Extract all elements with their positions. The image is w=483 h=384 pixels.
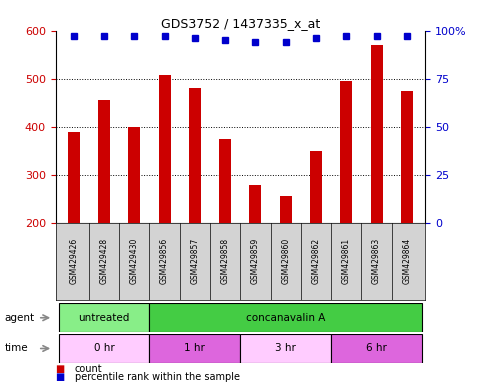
Text: count: count <box>75 364 102 374</box>
Bar <box>340 81 353 223</box>
Bar <box>280 196 292 223</box>
Text: 1 hr: 1 hr <box>185 343 205 354</box>
Text: GSM429426: GSM429426 <box>69 238 78 284</box>
Text: GSM429857: GSM429857 <box>190 238 199 284</box>
Bar <box>249 185 261 223</box>
Bar <box>219 139 231 223</box>
Bar <box>68 131 80 223</box>
Bar <box>149 303 422 332</box>
Text: GSM429430: GSM429430 <box>130 238 139 284</box>
Text: GSM429861: GSM429861 <box>342 238 351 284</box>
Text: GSM429858: GSM429858 <box>221 238 229 284</box>
Text: GSM429856: GSM429856 <box>160 238 169 284</box>
Text: percentile rank within the sample: percentile rank within the sample <box>75 372 240 382</box>
Bar <box>310 151 322 223</box>
Text: untreated: untreated <box>78 313 130 323</box>
Text: GSM429860: GSM429860 <box>281 238 290 284</box>
Bar <box>98 100 110 223</box>
Bar <box>128 127 141 223</box>
Text: 0 hr: 0 hr <box>94 343 114 354</box>
Bar <box>58 303 149 332</box>
Title: GDS3752 / 1437335_x_at: GDS3752 / 1437335_x_at <box>161 17 320 30</box>
Text: ■: ■ <box>56 364 68 374</box>
Text: 6 hr: 6 hr <box>366 343 387 354</box>
Text: time: time <box>5 343 28 354</box>
Text: GSM429859: GSM429859 <box>251 238 260 284</box>
Bar <box>158 75 170 223</box>
Text: GSM429863: GSM429863 <box>372 238 381 284</box>
Text: 3 hr: 3 hr <box>275 343 296 354</box>
Bar <box>189 88 201 223</box>
Bar <box>370 45 383 223</box>
Text: agent: agent <box>5 313 35 323</box>
Text: ■: ■ <box>56 372 68 382</box>
Bar <box>241 334 331 363</box>
Text: GSM429428: GSM429428 <box>99 238 109 284</box>
Bar <box>149 334 241 363</box>
Bar <box>401 91 413 223</box>
Text: concanavalin A: concanavalin A <box>246 313 326 323</box>
Text: GSM429864: GSM429864 <box>402 238 412 284</box>
Bar <box>331 334 422 363</box>
Bar <box>58 334 149 363</box>
Text: GSM429862: GSM429862 <box>312 238 321 284</box>
